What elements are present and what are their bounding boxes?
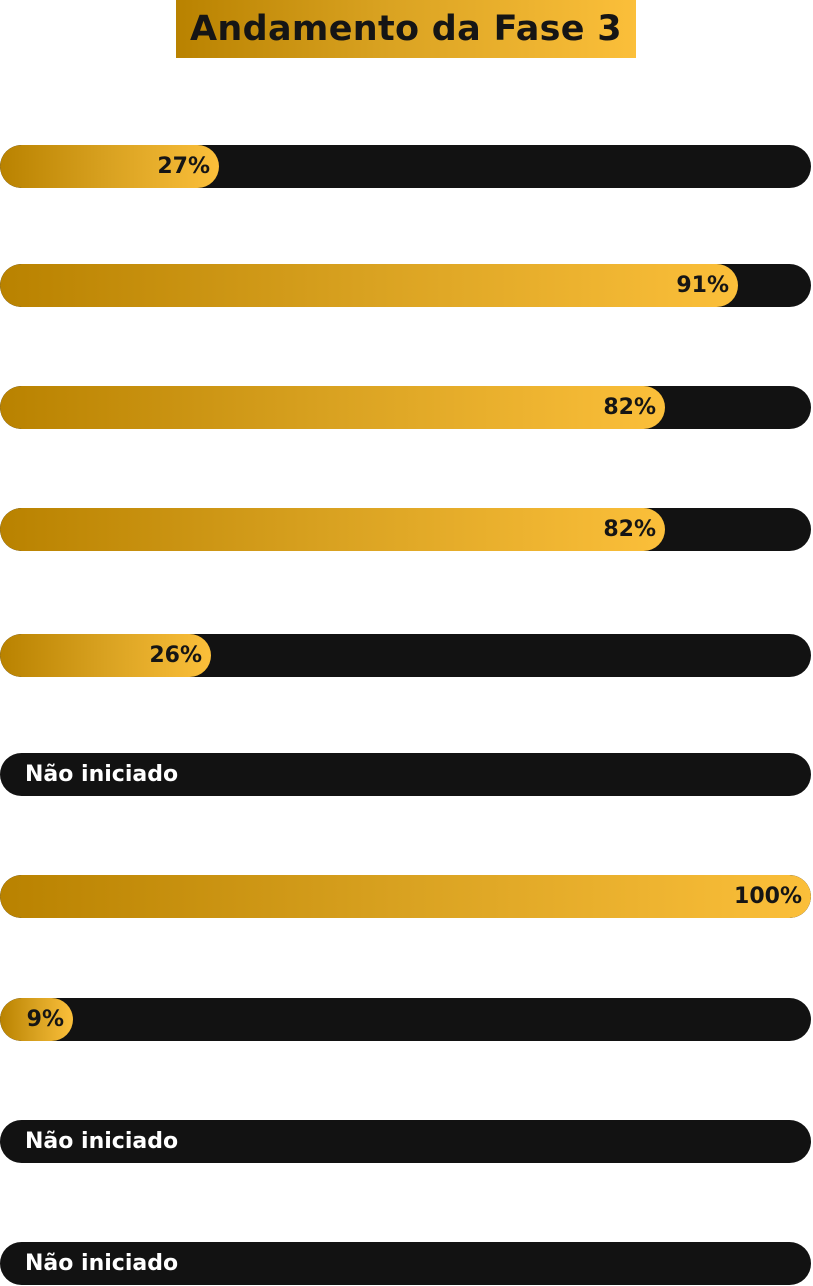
progress-label-5: 26% bbox=[149, 643, 202, 668]
progress-bar-1: 27% bbox=[0, 145, 811, 188]
progress-bar-8: 9% bbox=[0, 998, 811, 1041]
progress-fill-7: 100% bbox=[0, 875, 811, 918]
progress-label-1: 27% bbox=[157, 154, 210, 179]
progress-fill-8: 9% bbox=[0, 998, 73, 1041]
status-not-started-2: Não iniciado bbox=[25, 1129, 179, 1154]
status-not-started-3: Não iniciado bbox=[25, 1251, 179, 1276]
progress-fill-2: 91% bbox=[0, 264, 738, 307]
progress-bar-2: 91% bbox=[0, 264, 811, 307]
progress-bar-5: 26% bbox=[0, 634, 811, 677]
progress-label-7: 100% bbox=[734, 884, 802, 909]
progress-fill-4: 82% bbox=[0, 508, 665, 551]
progress-label-2: 91% bbox=[676, 273, 729, 298]
status-not-started-1: Não iniciado bbox=[25, 762, 179, 787]
progress-bar-6: Não iniciado bbox=[0, 753, 811, 796]
progress-label-8: 9% bbox=[26, 1007, 64, 1032]
progress-label-3: 82% bbox=[603, 395, 656, 420]
progress-bar-4: 82% bbox=[0, 508, 811, 551]
progress-fill-1: 27% bbox=[0, 145, 219, 188]
progress-fill-3: 82% bbox=[0, 386, 665, 429]
progress-fill-5: 26% bbox=[0, 634, 211, 677]
page-title: Andamento da Fase 3 bbox=[190, 9, 622, 49]
progress-label-4: 82% bbox=[603, 517, 656, 542]
title-banner: Andamento da Fase 3 bbox=[176, 0, 636, 58]
progress-bar-10: Não iniciado bbox=[0, 1242, 811, 1285]
progress-bar-7: 100% bbox=[0, 875, 811, 918]
progress-bar-9: Não iniciado bbox=[0, 1120, 811, 1163]
progress-bar-3: 82% bbox=[0, 386, 811, 429]
